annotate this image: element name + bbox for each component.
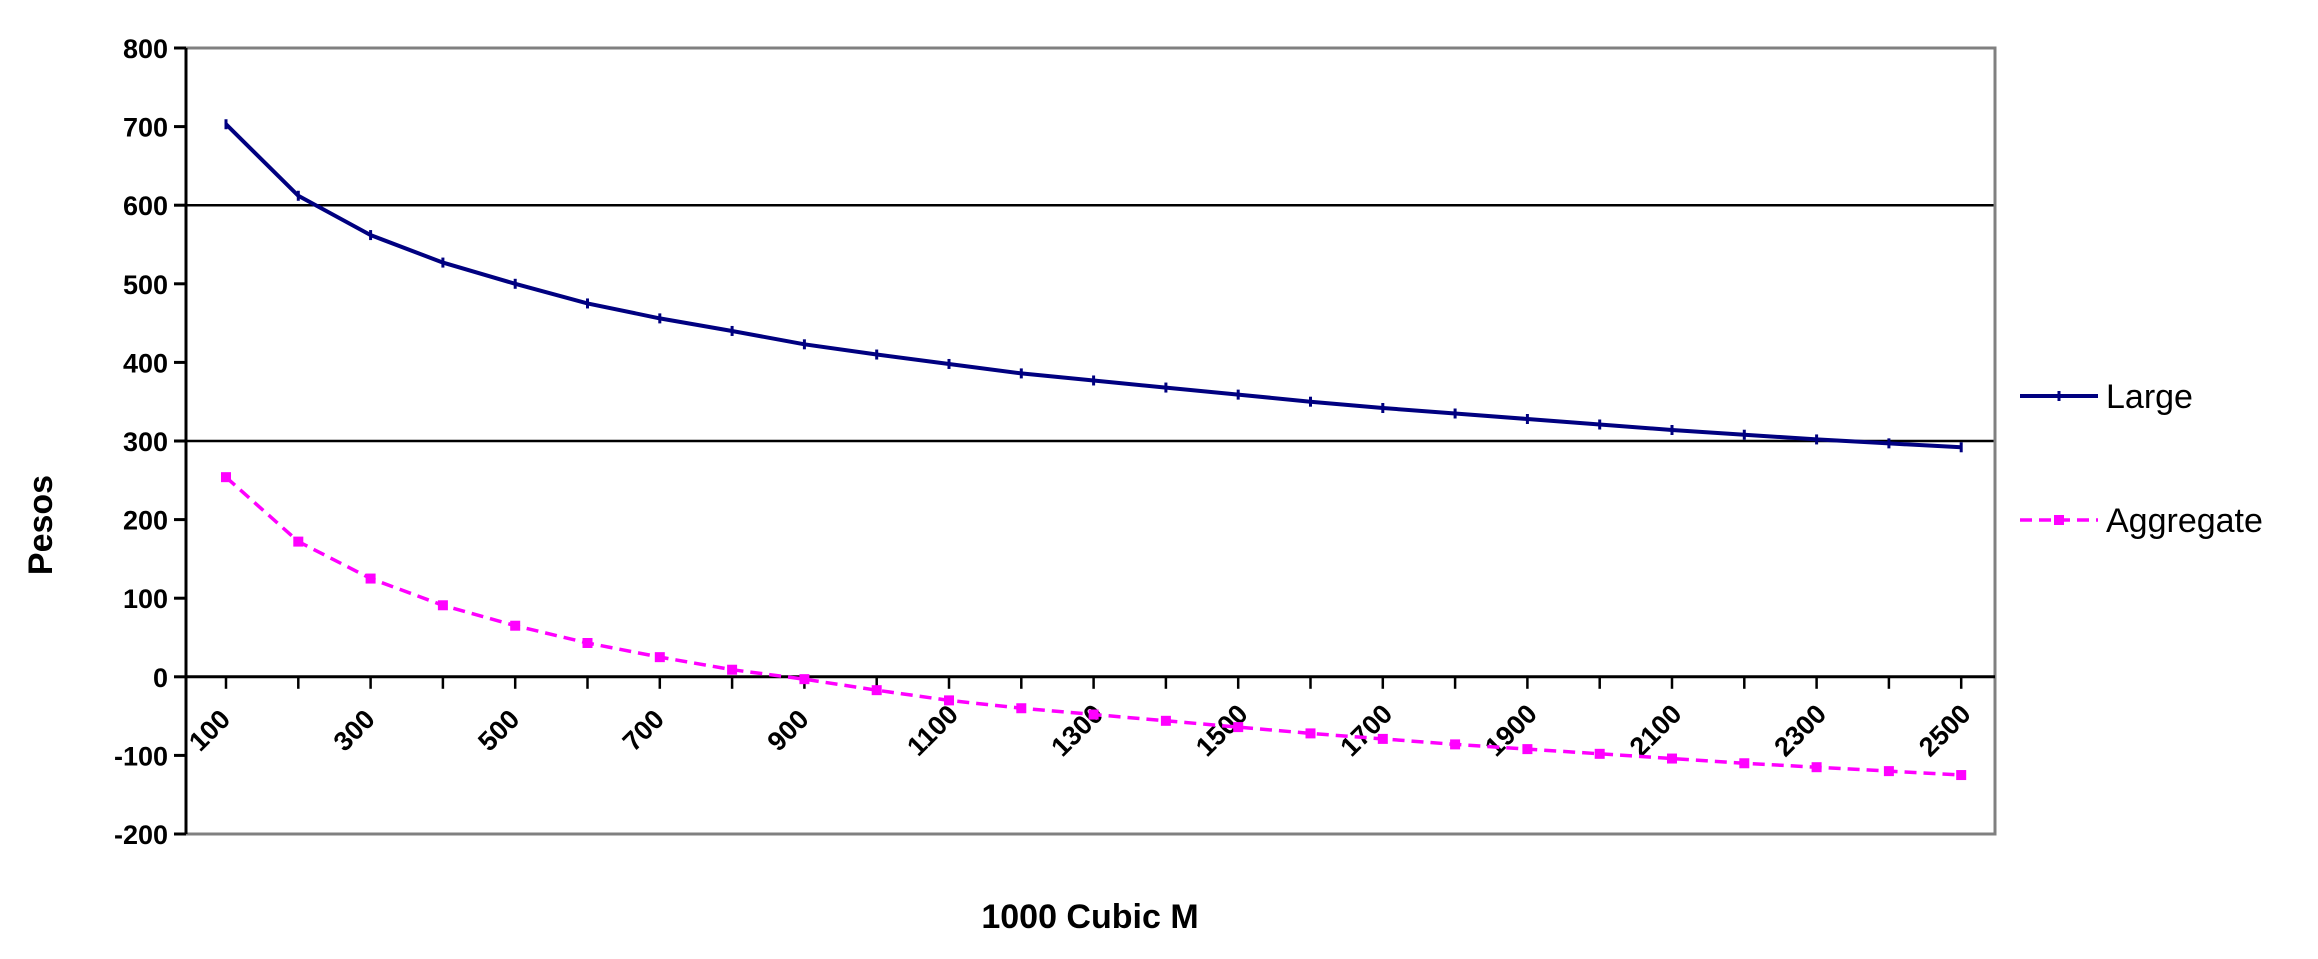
data-point [1811, 762, 1822, 773]
data-point [437, 600, 448, 611]
data-point [1883, 766, 1894, 777]
data-point [944, 695, 954, 706]
data-point [1305, 728, 1316, 739]
legend-marker [2054, 515, 2064, 525]
y-tick-label: 200 [123, 506, 168, 536]
legend: Large Aggregate [2020, 378, 2263, 540]
data-point [1450, 739, 1461, 750]
data-point [510, 620, 521, 631]
y-tick-label: 400 [123, 348, 168, 378]
series-group [221, 119, 1967, 781]
data-point [293, 536, 304, 547]
x-axis-title: 1000 Cubic M [981, 898, 1198, 936]
data-point [1594, 748, 1605, 759]
data-point [727, 664, 738, 675]
data-point [799, 674, 810, 685]
y-tick-label: -200 [114, 820, 168, 850]
y-axis-ticks: 800 700 600 500 400 300 200 100 0 -100 -200 [114, 34, 186, 850]
y-tick-label: 600 [123, 191, 168, 221]
data-point [1377, 733, 1388, 744]
data-point [1233, 722, 1244, 733]
y-tick-label: 800 [123, 34, 168, 64]
data-point [871, 685, 882, 696]
y-axis-title: Pesos [22, 475, 60, 575]
data-point [1088, 709, 1099, 720]
data-point [1667, 753, 1677, 764]
y-tick-label: 0 [153, 663, 168, 693]
y-tick-label: -100 [114, 741, 168, 771]
legend-label-large: Large [2106, 378, 2193, 416]
legend-label-aggregate: Aggregate [2106, 502, 2263, 540]
data-point [221, 472, 231, 483]
y-tick-label: 500 [123, 270, 168, 300]
y-tick-label: 300 [123, 427, 168, 457]
data-point [654, 652, 665, 663]
data-point [1956, 770, 1967, 781]
data-point [1522, 744, 1533, 755]
data-point [582, 638, 593, 649]
data-point [365, 573, 376, 584]
data-point [1160, 715, 1171, 726]
y-tick-label: 700 [123, 113, 168, 143]
data-point [1739, 758, 1750, 769]
y-tick-label: 100 [123, 584, 168, 614]
data-point [1016, 703, 1027, 714]
